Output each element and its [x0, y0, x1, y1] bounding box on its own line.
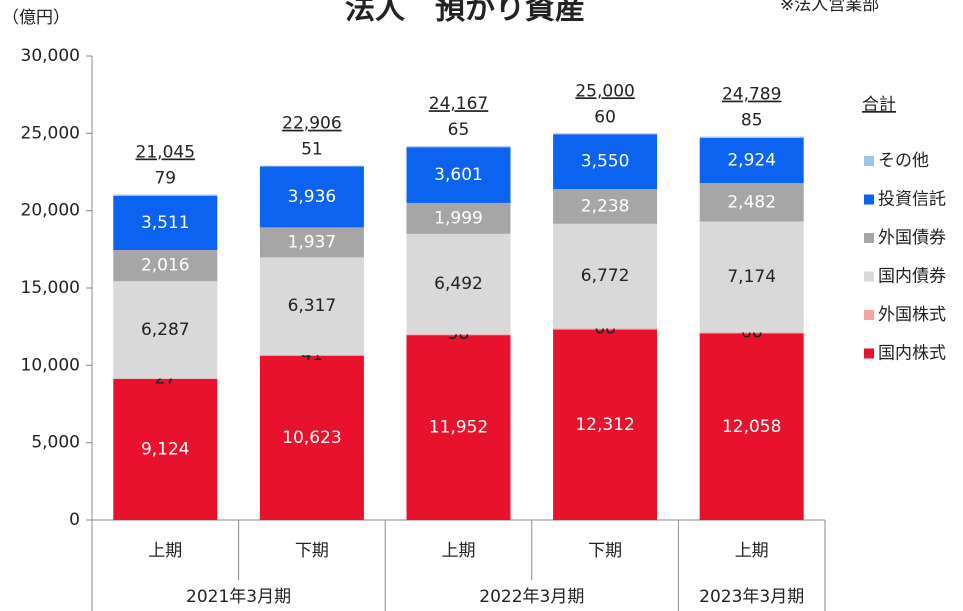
legend-title: 合計	[862, 95, 896, 115]
bar-segment	[553, 133, 658, 135]
bar-segment	[699, 137, 804, 184]
note: ※法人営業部	[780, 0, 879, 15]
group-label: 2021年3月期	[186, 587, 291, 607]
bar-segment	[259, 165, 364, 167]
bar-segment	[259, 166, 364, 228]
x-tick-label: 下期	[295, 541, 329, 561]
data-label: 51	[301, 140, 323, 160]
data-label: 2,924	[727, 151, 776, 171]
bar-segment	[259, 257, 364, 356]
data-label: 10,623	[282, 428, 341, 448]
bar-segment	[699, 136, 804, 138]
bar-segment	[406, 335, 511, 520]
legend-label: 投資信託	[878, 190, 946, 210]
x-tick-label: 上期	[148, 541, 182, 561]
data-label: 12,058	[722, 417, 781, 437]
y-tick-label: 15,000	[21, 278, 80, 298]
legend-swatch	[864, 156, 874, 166]
data-label: 85	[741, 111, 763, 131]
y-tick-label: 25,000	[21, 123, 80, 143]
bar-segment	[553, 134, 658, 190]
bar-segment	[113, 281, 218, 379]
chart-title: 法人 預かり資産	[345, 0, 585, 27]
legend-swatch	[864, 233, 874, 243]
total-label: 24,789	[722, 85, 781, 105]
legend-swatch	[864, 348, 874, 359]
data-label: 2,238	[581, 196, 630, 216]
legend-label: 国内債券	[878, 267, 946, 287]
bar-segment	[699, 221, 804, 333]
group-label: 2023年3月期	[699, 587, 804, 607]
bar-segment	[699, 332, 804, 334]
legend-swatch	[864, 271, 874, 282]
bar-segment	[699, 333, 804, 520]
bar-segment	[406, 233, 511, 335]
bar-segment	[406, 147, 511, 203]
legend-label: 外国債券	[878, 228, 946, 248]
bar-segment	[259, 355, 364, 356]
total-label: 25,000	[575, 81, 634, 101]
bar-segment	[553, 328, 658, 330]
y-tick-label: 5,000	[31, 433, 80, 453]
data-label: 2,482	[727, 192, 776, 212]
data-label: 12,312	[575, 415, 634, 435]
bar-segment	[259, 227, 364, 258]
bar-segment	[406, 334, 511, 336]
bar-segment	[699, 183, 804, 222]
data-label: 6,492	[434, 274, 483, 294]
data-label: 7,174	[727, 267, 776, 287]
legend-swatch	[864, 194, 874, 205]
data-label: 6,287	[141, 320, 190, 340]
legend-label: その他	[878, 151, 929, 171]
y-tick-label: 30,000	[21, 46, 80, 66]
bar-segment	[113, 250, 218, 282]
data-label: 9,124	[141, 439, 190, 459]
group-label: 2022年3月期	[479, 587, 584, 607]
bar-segment	[259, 355, 364, 520]
bar-segment	[113, 194, 218, 196]
bar-segment	[553, 223, 658, 329]
bar-segment	[406, 202, 511, 234]
data-label: 3,511	[141, 213, 190, 233]
data-label: 6,772	[581, 266, 630, 286]
y-tick-label: 0	[69, 510, 80, 530]
legend-swatch	[864, 310, 874, 320]
data-label: 3,601	[434, 165, 483, 185]
data-label: 1,999	[434, 208, 483, 228]
y-tick-label: 20,000	[21, 201, 80, 221]
data-label: 6,317	[288, 296, 337, 316]
data-label: 65	[448, 120, 470, 140]
y-axis-label: （億円）	[2, 8, 70, 28]
data-label: 3,936	[288, 187, 337, 207]
data-label: 3,550	[581, 152, 630, 172]
x-tick-label: 上期	[735, 541, 769, 561]
total-label: 21,045	[136, 143, 195, 163]
data-label: 2,016	[141, 256, 190, 276]
x-tick-label: 下期	[588, 541, 622, 561]
x-tick-label: 上期	[442, 541, 476, 561]
bar-segment	[113, 195, 218, 251]
bar-segment	[406, 146, 511, 148]
bar-segment	[553, 189, 658, 224]
bar-segment	[113, 378, 218, 520]
y-tick-label: 10,000	[21, 355, 80, 375]
total-label: 24,167	[429, 94, 488, 114]
data-label: 1,937	[288, 232, 337, 252]
data-label: 11,952	[429, 418, 488, 438]
bar-segment	[553, 329, 658, 520]
legend-label: 外国株式	[878, 305, 946, 325]
data-label: 60	[594, 107, 616, 127]
data-label: 79	[154, 169, 176, 189]
total-label: 22,906	[282, 114, 341, 134]
legend-label: 国内株式	[878, 344, 946, 364]
